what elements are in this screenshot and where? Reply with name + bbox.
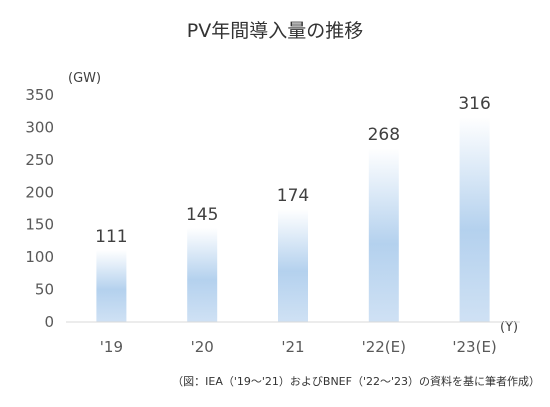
y-tick-label: 100 bbox=[25, 248, 54, 266]
bars-group bbox=[96, 117, 490, 323]
y-tick-label: 350 bbox=[25, 86, 54, 104]
y-tick-label: 150 bbox=[25, 216, 54, 234]
data-label: 174 bbox=[277, 186, 309, 206]
y-tick-label: 0 bbox=[44, 313, 54, 331]
bar bbox=[459, 117, 490, 323]
source-note: （図：IEA（'19～'21）およびBNEF（'22～'23）の資料を基に筆者作… bbox=[172, 374, 540, 388]
y-axis-unit: (GW) bbox=[68, 71, 101, 86]
x-tick-label: '19 bbox=[100, 338, 123, 356]
data-label: 111 bbox=[95, 227, 127, 247]
x-axis-ticks: '19 '20 '21 '22(E) '23(E) bbox=[100, 338, 497, 356]
x-tick-label: '23(E) bbox=[452, 338, 496, 356]
y-tick-label: 250 bbox=[25, 151, 54, 169]
y-tick-label: 50 bbox=[35, 281, 54, 299]
bar bbox=[187, 227, 218, 322]
data-label: 316 bbox=[458, 94, 490, 114]
x-tick-label: '20 bbox=[191, 338, 214, 356]
data-labels-group: 111 145 174 268 316 bbox=[95, 94, 491, 247]
y-tick-label: 200 bbox=[25, 183, 54, 201]
x-tick-label: '22(E) bbox=[362, 338, 406, 356]
y-axis-ticks: 0 50 100 150 200 250 300 350 bbox=[25, 86, 54, 331]
data-label: 145 bbox=[186, 205, 218, 225]
chart-title: PV年間導入量の推移 bbox=[187, 20, 363, 42]
x-axis-unit: (Y) bbox=[500, 320, 518, 335]
bar bbox=[368, 148, 399, 322]
x-tick-label: '21 bbox=[281, 338, 304, 356]
y-tick-label: 300 bbox=[25, 118, 54, 136]
bar bbox=[278, 209, 308, 322]
bar bbox=[96, 250, 127, 322]
data-label: 268 bbox=[368, 125, 400, 145]
